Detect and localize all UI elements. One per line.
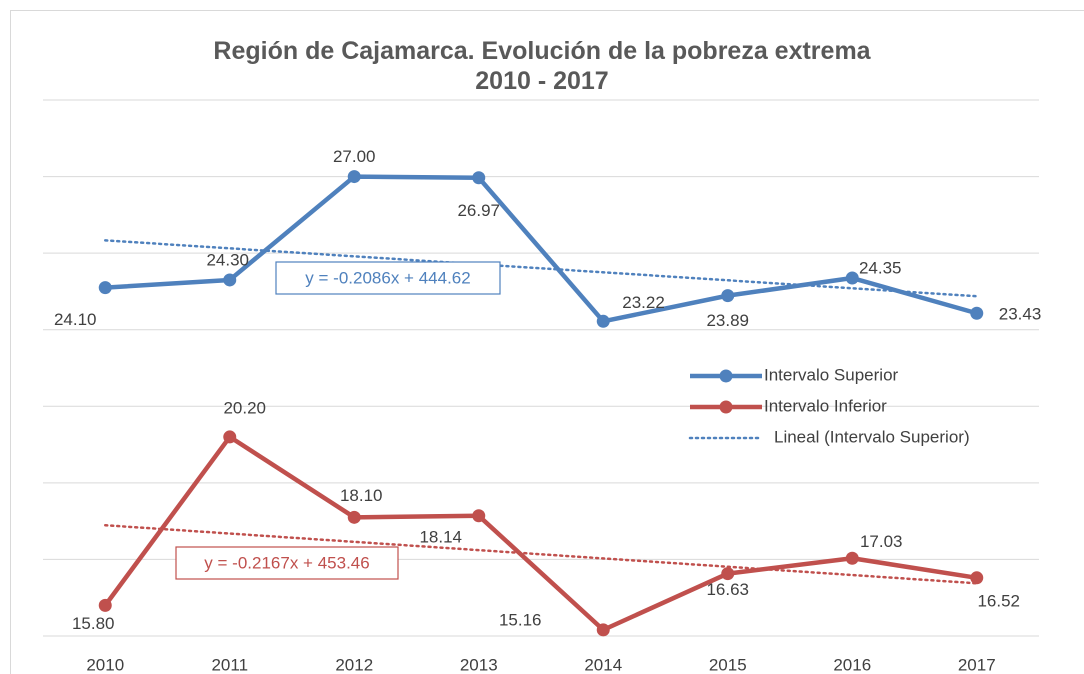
data-label: 26.97 (457, 201, 500, 220)
data-label: 18.14 (419, 527, 462, 546)
trendline (104, 523, 978, 585)
data-label: 20.20 (223, 398, 266, 417)
legend-label: Intervalo Superior (764, 365, 899, 384)
chart-title: Región de Cajamarca. Evolución de la pob… (213, 37, 871, 95)
data-label: 15.80 (72, 614, 115, 633)
x-tick-label: 2017 (958, 655, 996, 674)
x-tick-label: 2013 (460, 655, 498, 674)
data-label: 24.30 (206, 250, 249, 269)
data-label: 24.35 (859, 259, 902, 278)
data-label: 24.10 (54, 310, 97, 329)
data-point (98, 598, 112, 612)
legend-marker (719, 400, 733, 414)
legend-marker (719, 369, 733, 383)
legend-label: Lineal (Intervalo Superior) (774, 427, 970, 446)
x-tick-label: 2015 (709, 655, 747, 674)
data-label: 16.63 (706, 580, 749, 599)
data-label: 27.00 (333, 147, 376, 166)
data-label: 17.03 (860, 532, 903, 551)
data-point (347, 170, 361, 184)
data-point (223, 273, 237, 287)
chart-border (10, 10, 1084, 674)
equation-label: y = -0.2086x + 444.62 (305, 268, 470, 287)
data-point (472, 171, 486, 185)
series-line (105, 174, 978, 324)
data-point (970, 571, 984, 585)
x-tick-label: 2016 (833, 655, 871, 674)
equation-box (175, 546, 399, 580)
data-label: 18.10 (340, 486, 383, 505)
data-point (845, 551, 859, 565)
series-line (103, 434, 978, 633)
data-point (970, 306, 984, 320)
data-label: 16.52 (977, 591, 1020, 610)
data-point (721, 289, 735, 303)
data-point (347, 510, 361, 524)
data-point (98, 281, 112, 295)
data-point (596, 314, 610, 328)
legend-label: Intervalo Inferior (764, 396, 887, 415)
trendline (104, 239, 978, 298)
x-tick-label: 2014 (584, 655, 622, 674)
equation-box (275, 261, 501, 295)
equation-label: y = -0.2167x + 453.46 (204, 553, 369, 572)
data-label: 23.43 (999, 305, 1042, 324)
data-point (845, 271, 859, 285)
data-label: 15.16 (499, 610, 542, 629)
data-label: 23.89 (706, 311, 749, 330)
data-label: 23.22 (622, 293, 665, 312)
x-tick-label: 2010 (86, 655, 124, 674)
data-point (596, 623, 610, 637)
data-point (721, 567, 735, 581)
x-tick-label: 2012 (335, 655, 373, 674)
data-point (472, 509, 486, 523)
x-tick-label: 2011 (211, 655, 248, 674)
data-point (223, 430, 237, 444)
